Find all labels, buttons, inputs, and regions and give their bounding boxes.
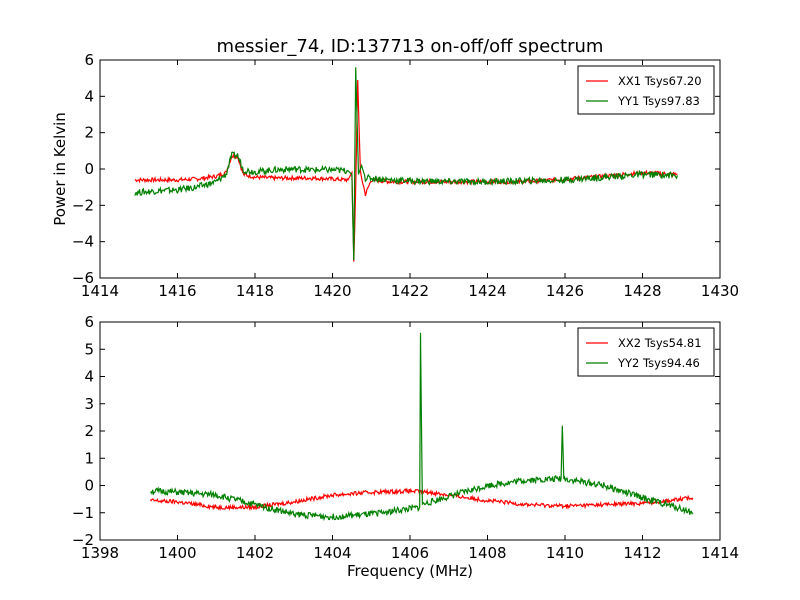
legend-box (577, 65, 715, 115)
y-tick-label: 5 (84, 340, 94, 358)
x-tick-label: 1416 (158, 282, 196, 300)
x-tick-label: 1410 (546, 544, 584, 562)
y-tick-label: 0 (84, 477, 94, 495)
x-tick-label: 1424 (468, 282, 506, 300)
bottom-panel: 1398 1400 1402 1404 1406 1408 1410 1412 1414 6 5 4 3… (72, 313, 739, 562)
x-tick-label: 1420 (313, 282, 351, 300)
x-tick-label: 1430 (701, 282, 739, 300)
x-tick-label: 1398 (81, 544, 119, 562)
x-tick-label: 1426 (546, 282, 584, 300)
y-tick-label: 6 (84, 313, 94, 331)
legend-label: XX2 Tsys54.81 (618, 336, 702, 350)
top-panel: 1414 1416 1418 1420 1422 1424 1426 1428 1430 6 4 2 0… (72, 51, 739, 300)
legend-0: XX1 Tsys67.20 YY1 Tsys97.83 (577, 65, 715, 115)
x-axis-label: Frequency (MHz) (347, 562, 473, 580)
y-tick-label: 4 (84, 368, 94, 386)
y-tick-label: 6 (84, 51, 94, 69)
y-tick-label: 2 (84, 422, 94, 440)
legend-box (577, 327, 715, 377)
y-tick-label: 2 (84, 124, 94, 142)
y-tick-label: −1 (72, 504, 94, 522)
x-tick-label: 1400 (158, 544, 196, 562)
x-tick-label: 1412 (623, 544, 661, 562)
series-line-xx (149, 487, 694, 512)
y-tick-label: 3 (84, 395, 94, 413)
x-tick-label: 1428 (623, 282, 661, 300)
x-tick-label: 1418 (236, 282, 274, 300)
figure-title: messier_74, ID:137713 on-off/off spectru… (217, 36, 604, 57)
legend-label: YY1 Tsys97.83 (617, 94, 700, 108)
legend-1: XX2 Tsys54.81 YY2 Tsys94.46 (577, 327, 715, 377)
y-axis-label: Power in Kelvin (51, 112, 69, 226)
y-tick-label: 1 (84, 449, 94, 467)
y-tick-label: −6 (72, 269, 94, 287)
y-tick-label: −2 (72, 531, 94, 549)
series-line-yy (150, 332, 694, 522)
x-tick-label: 1402 (236, 544, 274, 562)
legend-label: XX1 Tsys67.20 (618, 74, 702, 88)
y-tick-label: −4 (72, 233, 94, 251)
y-tick-label: 4 (84, 87, 94, 105)
x-tick-label: 1404 (313, 544, 351, 562)
series-line-yy (134, 67, 678, 260)
x-tick-label: 1408 (468, 544, 506, 562)
x-tick-label: 1414 (701, 544, 739, 562)
y-tick-label: −2 (72, 196, 94, 214)
y-tick-label: 0 (84, 160, 94, 178)
legend-label: YY2 Tsys94.46 (617, 356, 700, 370)
x-tick-label: 1406 (391, 544, 429, 562)
x-tick-label: 1422 (391, 282, 429, 300)
x-tick-label: 1414 (81, 282, 119, 300)
